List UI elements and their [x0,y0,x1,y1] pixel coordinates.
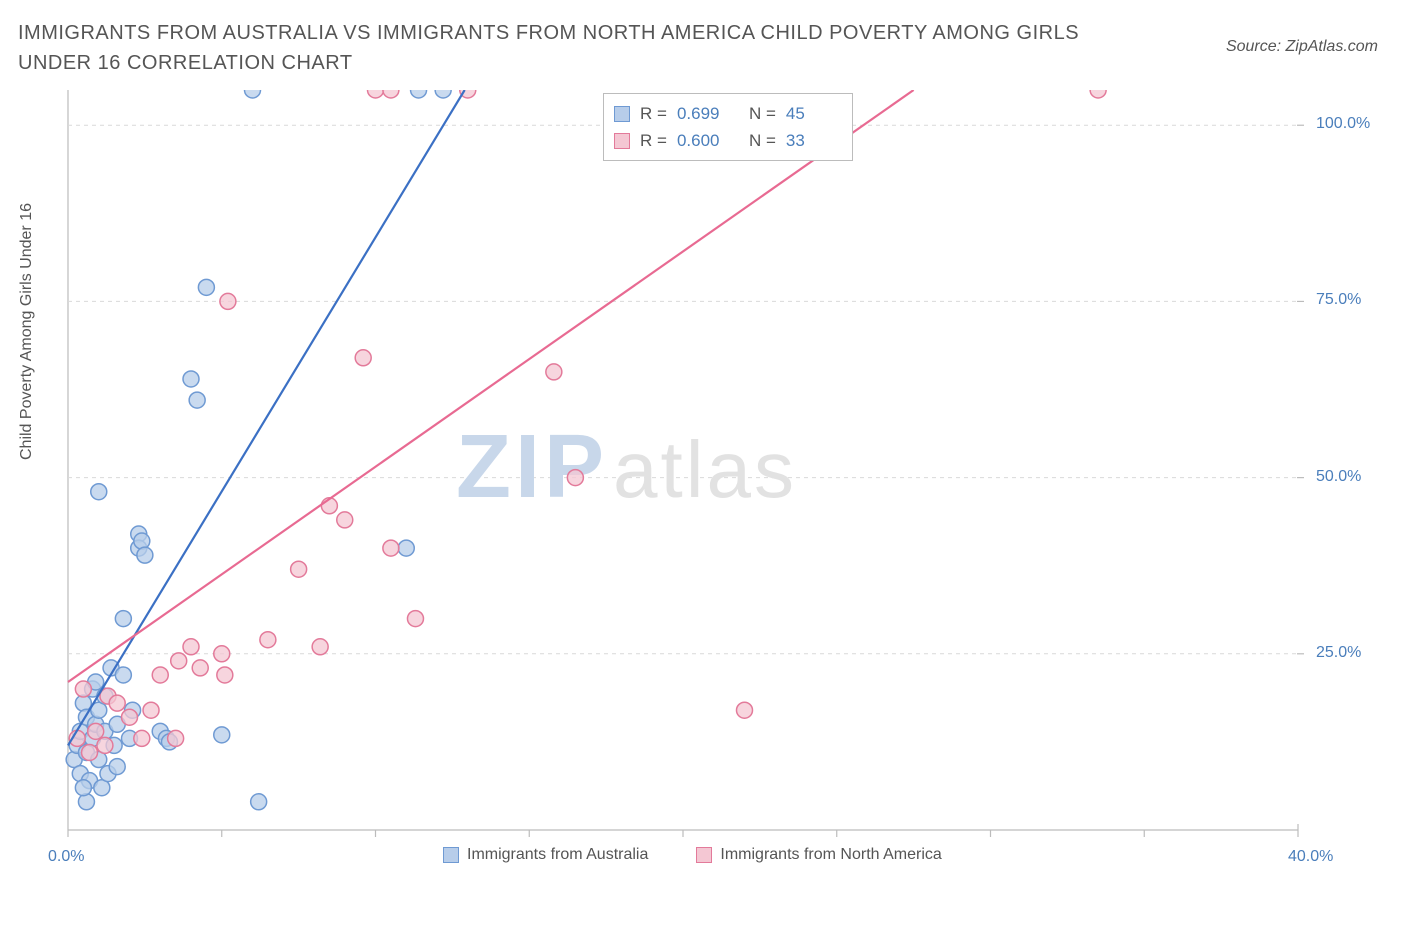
data-point-north_america [97,737,113,753]
data-point-north_america [407,611,423,627]
data-point-north_america [312,639,328,655]
data-point-north_america [567,470,583,486]
data-point-north_america [337,512,353,528]
data-point-australia [137,547,153,563]
y-tick-label: 50.0% [1316,468,1361,486]
n-label: N = [749,100,776,127]
x-origin-label: 0.0% [48,848,84,866]
data-point-north_america [75,681,91,697]
data-point-australia [198,279,214,295]
x-max-label: 40.0% [1288,848,1333,866]
data-point-australia [411,90,427,98]
legend-swatch-icon [696,847,712,863]
data-point-north_america [122,709,138,725]
data-point-australia [245,90,261,98]
data-point-north_america [355,350,371,366]
y-tick-label: 100.0% [1316,115,1370,133]
correlation-legend: R = 0.699 N = 45 R = 0.600 N = 33 [603,93,853,161]
y-tick-label: 75.0% [1316,291,1361,309]
data-point-north_america [260,632,276,648]
data-point-australia [398,540,414,556]
legend-item-north_america: Immigrants from North America [696,846,941,864]
data-point-australia [109,759,125,775]
data-point-north_america [192,660,208,676]
data-point-australia [115,611,131,627]
legend-item-australia: Immigrants from Australia [443,846,648,864]
r-label: R = [640,100,667,127]
n-label: N = [749,127,776,154]
data-point-australia [435,90,451,98]
data-point-australia [251,794,267,810]
correlation-row-north_america: R = 0.600 N = 33 [614,127,838,154]
data-point-north_america [368,90,384,98]
data-point-north_america [737,702,753,718]
data-point-australia [214,727,230,743]
data-point-north_america [383,540,399,556]
y-tick-label: 25.0% [1316,644,1361,662]
data-point-australia [183,371,199,387]
data-point-north_america [152,667,168,683]
data-point-north_america [143,702,159,718]
data-point-north_america [168,730,184,746]
correlation-row-australia: R = 0.699 N = 45 [614,100,838,127]
data-point-australia [134,533,150,549]
data-point-north_america [291,561,307,577]
data-point-north_america [82,744,98,760]
data-point-australia [189,392,205,408]
data-point-north_america [171,653,187,669]
r-value: 0.699 [677,100,729,127]
chart-title: IMMIGRANTS FROM AUSTRALIA VS IMMIGRANTS … [18,18,1118,78]
data-point-australia [75,780,91,796]
svg-text:ZIP: ZIP [456,417,608,517]
r-value: 0.600 [677,127,729,154]
legend-label: Immigrants from North America [720,846,941,864]
legend-swatch-icon [443,847,459,863]
data-point-north_america [88,723,104,739]
legend-swatch-icon [614,133,630,149]
data-point-north_america [1090,90,1106,98]
svg-text:atlas: atlas [613,425,797,514]
chart-area: Child Poverty Among Girls Under 16 ZIPat… [48,90,1368,870]
data-point-north_america [546,364,562,380]
data-point-australia [78,794,94,810]
data-point-north_america [134,730,150,746]
data-point-north_america [109,695,125,711]
scatter-plot-svg: ZIPatlas [48,90,1368,870]
source-attribution: Source: ZipAtlas.com [1226,18,1378,56]
data-point-north_america [217,667,233,683]
y-axis-label: Child Poverty Among Girls Under 16 [18,203,36,460]
n-value: 45 [786,100,838,127]
series-legend: Immigrants from Australia Immigrants from… [443,846,942,864]
data-point-australia [115,667,131,683]
r-label: R = [640,127,667,154]
data-point-north_america [220,293,236,309]
legend-label: Immigrants from Australia [467,846,648,864]
data-point-australia [91,484,107,500]
data-point-north_america [383,90,399,98]
data-point-north_america [214,646,230,662]
data-point-north_america [183,639,199,655]
n-value: 33 [786,127,838,154]
legend-swatch-icon [614,106,630,122]
